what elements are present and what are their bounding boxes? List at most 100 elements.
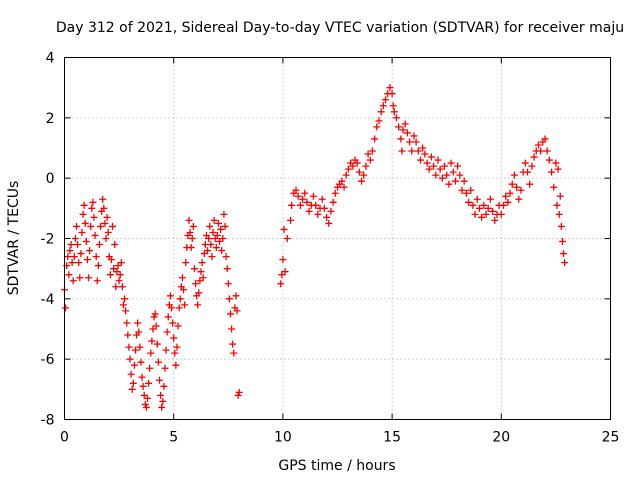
data-point — [375, 117, 383, 125]
data-point — [229, 340, 237, 348]
data-point — [148, 337, 156, 345]
data-point — [515, 195, 523, 203]
data-point — [458, 186, 466, 194]
data-point — [188, 235, 196, 242]
data-point — [329, 198, 337, 206]
data-point — [408, 147, 416, 155]
data-point — [560, 250, 568, 258]
data-point — [342, 171, 350, 179]
data-point — [82, 238, 90, 246]
data-point — [235, 388, 243, 396]
data-point — [166, 292, 174, 300]
data-point — [382, 96, 390, 104]
data-point — [386, 84, 394, 92]
data-point — [128, 385, 136, 393]
data-point — [83, 256, 91, 264]
data-point — [123, 319, 131, 327]
data-point — [331, 189, 339, 197]
y-tick-label: 2 — [46, 111, 55, 127]
data-point — [103, 213, 111, 221]
data-point — [68, 259, 76, 267]
data-point — [70, 253, 78, 261]
data-point — [447, 159, 455, 167]
x-axis-label: GPS time / hours — [278, 458, 395, 474]
data-point — [344, 165, 352, 173]
data-point — [106, 271, 114, 279]
data-point — [110, 265, 118, 273]
data-point — [389, 102, 397, 110]
data-point — [379, 102, 387, 110]
data-point — [216, 238, 224, 246]
data-point — [156, 376, 164, 384]
x-tick-label: 10 — [274, 430, 292, 446]
data-point — [92, 253, 100, 261]
data-point — [154, 358, 162, 366]
data-point — [137, 358, 145, 366]
data-point — [67, 241, 75, 249]
data-point — [93, 277, 101, 285]
chart-title: Day 312 of 2021, Sidereal Day-to-day VTE… — [56, 20, 624, 36]
x-tick-label: 15 — [383, 430, 401, 446]
data-point — [436, 165, 444, 173]
data-point — [212, 244, 220, 252]
data-point — [373, 123, 381, 131]
data-point — [114, 262, 122, 270]
data-point — [158, 403, 166, 411]
data-point — [127, 370, 135, 378]
x-tick-label: 25 — [602, 430, 620, 446]
data-point — [401, 120, 409, 128]
data-point — [475, 204, 483, 212]
y-tick-label: -8 — [41, 413, 55, 429]
data-point — [94, 262, 102, 270]
data-point — [100, 204, 108, 212]
data-point — [174, 322, 182, 330]
data-point — [99, 195, 107, 203]
data-point — [145, 379, 153, 387]
x-tick-label: 0 — [60, 430, 69, 446]
data-point — [89, 198, 97, 206]
data-point — [139, 382, 147, 390]
data-point — [64, 253, 72, 261]
data-point — [283, 235, 291, 242]
data-point — [399, 126, 407, 134]
data-point — [403, 129, 411, 137]
data-point — [489, 207, 497, 215]
data-point — [552, 159, 560, 167]
data-point — [119, 301, 127, 309]
data-point — [410, 132, 418, 140]
data-point — [395, 123, 403, 131]
data-point — [281, 268, 289, 276]
data-point — [185, 216, 193, 224]
data-point — [299, 195, 307, 203]
data-point — [390, 108, 398, 116]
data-point — [554, 165, 562, 173]
data-point — [521, 159, 529, 167]
data-point — [146, 364, 154, 372]
data-point — [88, 204, 96, 212]
data-point — [406, 138, 414, 146]
data-point — [142, 403, 150, 411]
data-point — [414, 147, 422, 155]
data-point — [278, 271, 286, 279]
data-point — [287, 216, 295, 224]
data-point — [74, 241, 82, 249]
data-point — [226, 310, 234, 318]
data-point — [355, 168, 363, 176]
data-point — [504, 198, 512, 206]
data-point — [294, 192, 302, 200]
data-point — [118, 283, 126, 291]
data-point — [555, 210, 563, 218]
data-point — [76, 274, 84, 282]
data-point — [443, 171, 451, 179]
data-point — [534, 141, 542, 149]
data-point — [209, 228, 217, 236]
data-point — [545, 156, 553, 164]
data-point — [186, 228, 194, 236]
data-point — [172, 361, 180, 369]
data-point — [314, 210, 322, 218]
data-point — [309, 192, 317, 200]
data-point — [125, 343, 133, 351]
data-point — [482, 210, 490, 218]
data-point — [122, 307, 130, 315]
